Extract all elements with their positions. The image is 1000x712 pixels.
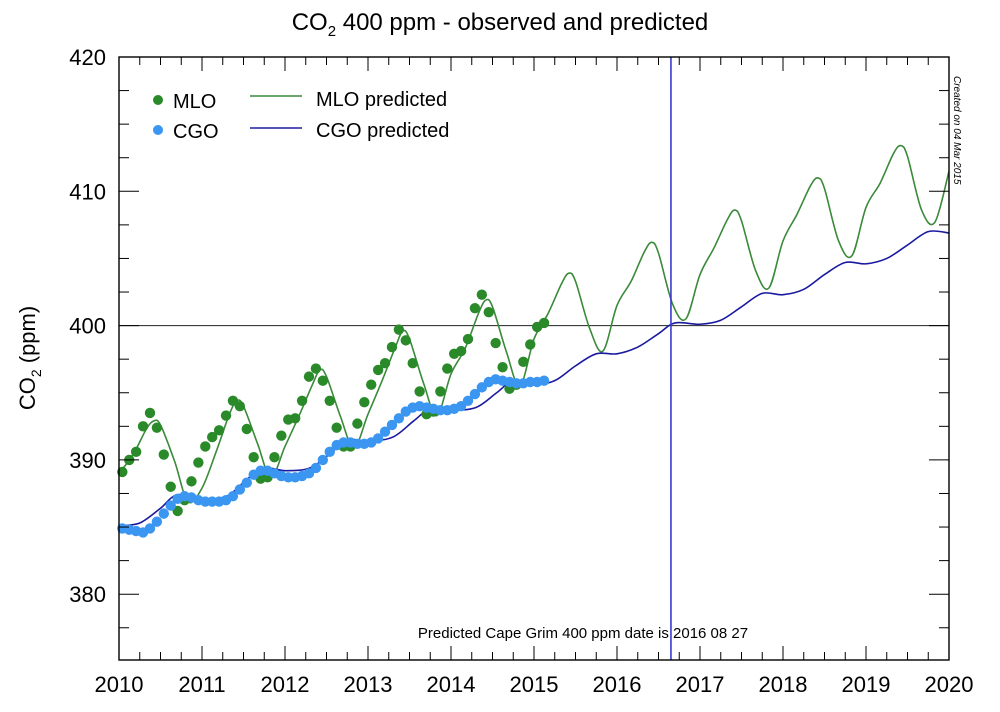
series-mlo-point xyxy=(414,386,425,397)
x-tick-label: 2018 xyxy=(759,672,808,697)
series-mlo-point xyxy=(213,425,225,436)
series-mlo-point xyxy=(469,302,481,314)
series-mlo-point xyxy=(234,400,246,412)
created-note: Created on 04 Mar 2015 xyxy=(951,76,962,185)
series-mlo-point xyxy=(366,379,377,390)
series-mlo-point xyxy=(269,452,280,463)
series-mlo-point xyxy=(193,457,204,468)
y-tick-label: 390 xyxy=(69,448,106,473)
series-mlo-point xyxy=(165,481,176,492)
series-mlo-point xyxy=(393,324,405,335)
y-tick-label: 380 xyxy=(69,582,106,607)
series-cgo-point xyxy=(144,523,156,534)
series-cgo-point xyxy=(386,419,398,431)
series-mlo-point xyxy=(462,333,474,345)
series-mlo-point xyxy=(310,363,322,374)
series-mlo-point xyxy=(241,423,252,435)
legend-mlo-label: MLO xyxy=(173,91,216,113)
series-mlo-point xyxy=(400,335,411,346)
y-tick-label: 420 xyxy=(69,45,106,70)
series-mlo-point xyxy=(117,466,128,478)
x-tick-label: 2010 xyxy=(95,672,144,697)
series-mlo-point xyxy=(331,422,342,433)
x-tick-label: 2015 xyxy=(510,672,559,697)
legend-cgo-predicted-label: CGO predicted xyxy=(316,120,449,142)
x-tick-label: 2019 xyxy=(842,672,891,697)
series-cgo-point xyxy=(310,462,322,474)
series-mlo-point xyxy=(379,358,391,369)
series-mlo-point xyxy=(386,341,398,353)
series-cgo-point xyxy=(151,516,163,527)
legend-cgo-label: CGO xyxy=(173,121,219,143)
series-mlo-point xyxy=(359,396,370,408)
series-mlo-point xyxy=(158,449,170,460)
series-mlo-point xyxy=(276,430,287,441)
series-mlo-point xyxy=(538,317,550,329)
series-cgo-point xyxy=(227,490,239,502)
series-cgo-point xyxy=(372,433,384,444)
series-mlo-point xyxy=(483,306,494,318)
plot-frame xyxy=(118,56,950,661)
series-mlo-point xyxy=(248,452,259,463)
chart-title: CO2 400 ppm - observed and predicted xyxy=(292,9,709,40)
x-tick-label: 2020 xyxy=(925,672,974,697)
series-mlo-point xyxy=(137,421,149,432)
legend-mlo-marker xyxy=(153,95,163,105)
series-cgo-point xyxy=(462,395,474,407)
x-tick-label: 2017 xyxy=(676,672,725,697)
annotation-400ppm-date: Predicted Cape Grim 400 ppm date is 2016… xyxy=(418,625,748,642)
legend-mlo-predicted-label: MLO predicted xyxy=(316,89,447,111)
series-mlo-point xyxy=(476,289,488,300)
x-tick-label: 2016 xyxy=(593,672,642,697)
y-axis-label: CO2 (ppm) xyxy=(15,306,44,410)
series-mlo-point xyxy=(130,446,142,458)
series-cgo-point xyxy=(469,388,481,400)
series-cgo-point xyxy=(317,454,329,466)
series-mlo-point xyxy=(352,418,363,429)
series-mlo-point xyxy=(207,431,218,443)
series-mlo-point xyxy=(435,386,446,397)
series-cgo-point xyxy=(241,477,252,488)
x-tick-label: 2014 xyxy=(427,672,476,697)
series-mlo-point xyxy=(442,363,453,374)
series-mlo-point xyxy=(296,395,308,407)
series-mlo-predicted-line xyxy=(118,144,950,504)
legend-cgo-marker xyxy=(153,125,163,135)
series-mlo-point xyxy=(455,345,467,357)
series-mlo-point xyxy=(317,375,329,386)
series-mlo-point xyxy=(407,358,418,369)
series-mlo-point xyxy=(220,410,232,421)
series-cgo-point xyxy=(165,500,176,511)
series-cgo-point xyxy=(324,446,335,458)
series-mlo-point xyxy=(303,371,315,382)
x-tick-label: 2011 xyxy=(178,672,225,697)
series-mlo-point xyxy=(324,395,335,407)
series-cgo-point xyxy=(234,484,246,495)
series-cgo-point xyxy=(538,375,550,386)
series-mlo-point xyxy=(151,422,163,433)
series-mlo-point xyxy=(144,407,156,419)
series-mlo-point xyxy=(186,476,197,487)
series-cgo-point xyxy=(158,508,170,519)
y-tick-label: 400 xyxy=(69,314,106,339)
x-tick-label: 2012 xyxy=(261,672,310,697)
x-tick-label: 2013 xyxy=(344,672,393,697)
legend: MLO CGO MLO predicted CGO predicted xyxy=(153,89,449,143)
series-mlo-point xyxy=(289,413,301,424)
series-mlo-point xyxy=(200,441,211,452)
series-mlo-point xyxy=(497,362,508,373)
series-mlo-point xyxy=(518,356,529,368)
series-mlo-point xyxy=(372,364,384,376)
y-tick-label: 410 xyxy=(69,179,106,204)
series-mlo-point xyxy=(525,339,536,350)
series-cgo-point xyxy=(393,413,405,424)
series-cgo-point xyxy=(379,426,391,437)
series-mlo-point xyxy=(490,337,501,349)
